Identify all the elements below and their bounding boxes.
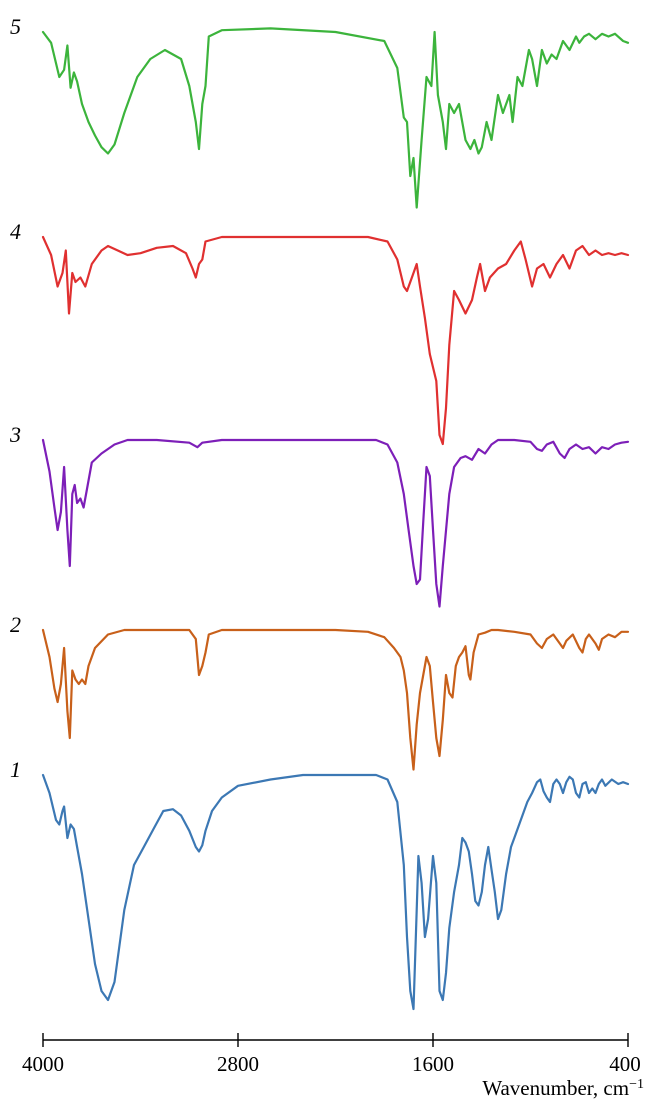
x-tick-label-2800: 2800 bbox=[217, 1052, 259, 1076]
spectrum-trace-4 bbox=[41, 235, 630, 446]
spectra-traces bbox=[41, 27, 630, 1011]
spectrum-trace-3 bbox=[41, 438, 630, 608]
spectrum-trace-2 bbox=[41, 628, 630, 771]
x-axis-title: Wavenumber, cm−1 bbox=[482, 1076, 644, 1100]
spectrum-trace-5 bbox=[41, 27, 630, 209]
series-label-3: 3 bbox=[9, 422, 21, 447]
spectrum-trace-1 bbox=[41, 773, 630, 1011]
x-axis: 4000 2800 1600 400 Wavenumber, cm−1 bbox=[22, 1033, 644, 1100]
series-label-1: 1 bbox=[10, 757, 21, 782]
x-axis-title-text: Wavenumber, cm bbox=[482, 1076, 629, 1100]
series-number-labels: 5 4 3 2 1 bbox=[9, 14, 21, 782]
series-label-5: 5 bbox=[10, 14, 21, 39]
x-tick-label-1600: 1600 bbox=[412, 1052, 454, 1076]
x-axis-ticks: 4000 2800 1600 400 bbox=[22, 1033, 641, 1076]
series-label-4: 4 bbox=[10, 219, 21, 244]
series-label-2: 2 bbox=[10, 612, 21, 637]
x-axis-title-superscript: −1 bbox=[629, 1077, 644, 1092]
x-tick-label-4000: 4000 bbox=[22, 1052, 64, 1076]
x-tick-label-400: 400 bbox=[609, 1052, 641, 1076]
